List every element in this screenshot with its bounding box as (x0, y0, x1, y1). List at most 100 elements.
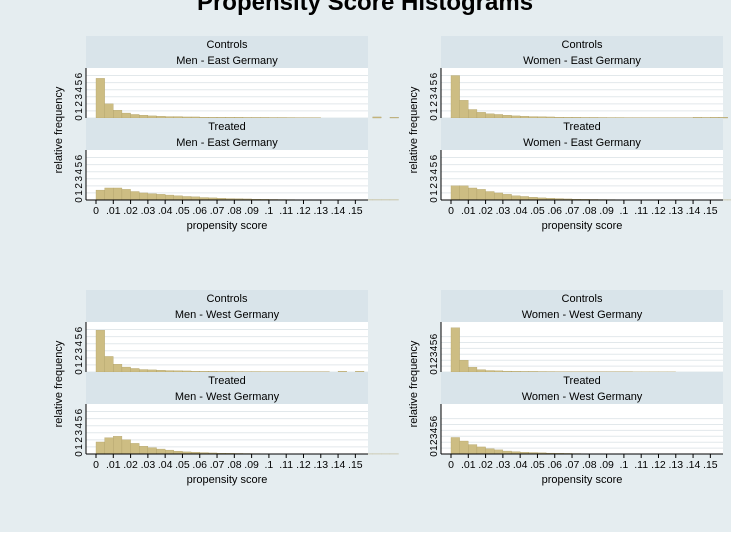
x-tick-label: .15 (348, 205, 363, 217)
y-axis-label: relative frequency (53, 340, 65, 427)
x-tick-label: 0 (93, 459, 99, 471)
bar (200, 371, 209, 372)
x-tick-label: .02 (478, 205, 493, 217)
x-tick-label: .15 (703, 459, 718, 471)
x-tick-label: .1 (265, 205, 274, 217)
bar (494, 193, 503, 200)
bar (174, 117, 183, 118)
x-tick-label: .07 (565, 459, 580, 471)
x-tick-label: .07 (565, 205, 580, 217)
bar (338, 371, 347, 372)
bar (477, 189, 486, 200)
y-axis-label: relative frequency (408, 86, 420, 173)
y-tick-label: 3 (429, 176, 440, 182)
strip-panel-label: Men - East Germany (176, 55, 278, 67)
x-tick-label: .09 (599, 205, 614, 217)
bar (96, 190, 105, 200)
strip-series-label: Treated (208, 375, 246, 387)
bar (451, 76, 460, 118)
y-tick-label: 6 (74, 72, 85, 78)
bar (148, 194, 157, 200)
x-tick-label: 0 (448, 459, 454, 471)
x-tick-label: .06 (192, 205, 207, 217)
x-tick-label: .12 (296, 205, 311, 217)
y-tick-label: 1 (74, 108, 85, 114)
y-tick-label: 4 (74, 422, 85, 428)
y-tick-label: 4 (74, 168, 85, 174)
bar (122, 367, 131, 372)
x-tick-label: .06 (547, 459, 562, 471)
bar (486, 371, 495, 372)
x-tick-label: .13 (668, 459, 683, 471)
y-tick-label: 6 (429, 72, 440, 78)
bar (520, 116, 529, 118)
bar (693, 117, 702, 118)
strip-series-label: Controls (207, 293, 248, 305)
x-tick-label: .15 (348, 459, 363, 471)
bar (148, 448, 157, 454)
x-tick-label: .08 (227, 205, 242, 217)
bar (234, 117, 243, 118)
y-tick-label: 1 (429, 108, 440, 114)
bar (460, 100, 469, 118)
bar (217, 371, 226, 372)
x-tick-label: .08 (582, 205, 597, 217)
bar (96, 78, 105, 118)
bar (572, 117, 581, 118)
y-tick-label: 3 (74, 94, 85, 100)
y-tick-label: 4 (429, 168, 440, 174)
x-axis-label: propensity score (542, 474, 623, 486)
strip-series-label: Controls (562, 293, 603, 305)
x-tick-label: .15 (703, 205, 718, 217)
x-tick-label: .13 (313, 205, 328, 217)
x-tick-label: .02 (123, 459, 138, 471)
strip-panel-label: Women - East Germany (523, 55, 641, 67)
bar (191, 117, 200, 118)
bar (529, 117, 538, 118)
x-tick-label: .03 (496, 205, 511, 217)
x-tick-label: .05 (530, 459, 545, 471)
bar (139, 115, 148, 118)
strip-panel-label: Women - East Germany (523, 137, 641, 149)
bar (460, 441, 469, 454)
strip-panel-label: Men - East Germany (176, 137, 278, 149)
x-tick-label: .06 (547, 205, 562, 217)
strip-panel-label: Men - West Germany (175, 391, 280, 403)
bar (182, 371, 191, 372)
y-tick-label: 6 (74, 408, 85, 414)
x-tick-label: .09 (244, 205, 259, 217)
bar (113, 188, 122, 200)
y-tick-label: 1 (74, 362, 85, 368)
x-tick-label: .01 (461, 459, 476, 471)
bar (165, 195, 174, 200)
y-tick-label: 4 (74, 86, 85, 92)
bar (477, 112, 486, 118)
bar (468, 110, 477, 118)
x-tick-label: .1 (620, 205, 629, 217)
bar (208, 371, 217, 372)
x-tick-label: .02 (478, 459, 493, 471)
y-tick-label: 2 (74, 355, 85, 361)
x-tick-label: .04 (513, 205, 528, 217)
bar (182, 196, 191, 200)
x-tick-label: .04 (513, 459, 528, 471)
x-tick-label: .14 (331, 459, 346, 471)
x-tick-label: .03 (141, 459, 156, 471)
y-tick-label: 6 (429, 415, 440, 421)
y-tick-label: 3 (74, 176, 85, 182)
x-tick-label: .04 (158, 459, 173, 471)
y-tick-label: 1 (429, 190, 440, 196)
bar (451, 186, 460, 200)
y-tick-label: 3 (74, 430, 85, 436)
y-tick-label: 5 (74, 333, 85, 339)
bar (217, 117, 226, 118)
bar (468, 367, 477, 372)
strip-series-label: Controls (562, 39, 603, 51)
x-axis-label: propensity score (542, 220, 623, 232)
bar (546, 117, 555, 118)
bar (390, 117, 399, 118)
x-tick-label: .11 (279, 205, 293, 217)
y-tick-label: 5 (429, 79, 440, 85)
bar (157, 194, 166, 200)
